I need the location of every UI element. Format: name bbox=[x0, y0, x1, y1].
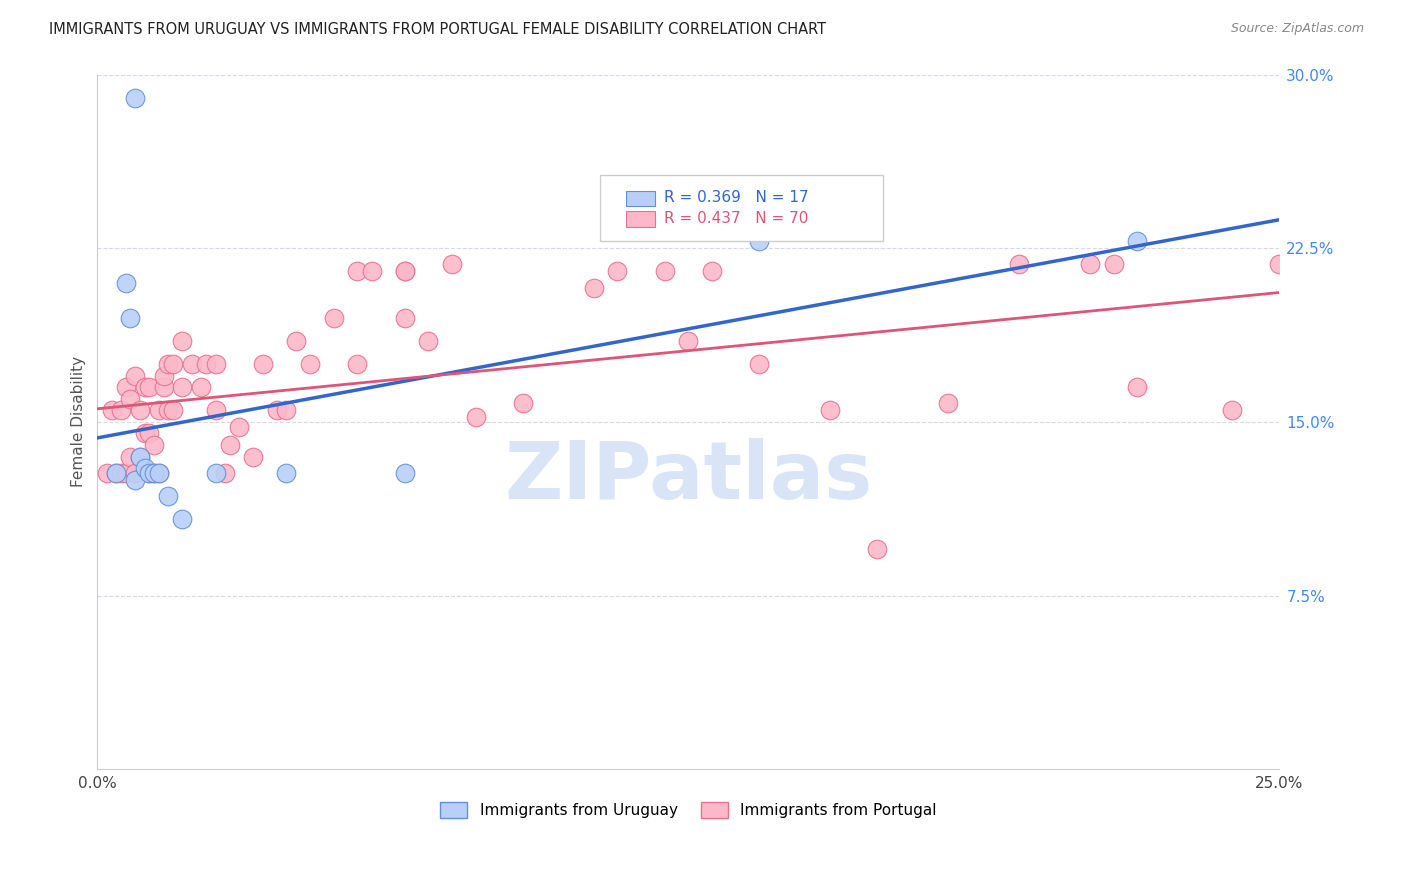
Point bbox=[346, 264, 368, 278]
Point bbox=[120, 450, 142, 464]
Point bbox=[700, 264, 723, 278]
Point bbox=[360, 264, 382, 278]
Point bbox=[138, 380, 160, 394]
Point bbox=[180, 357, 202, 371]
Point bbox=[148, 466, 170, 480]
Point bbox=[172, 380, 194, 394]
Point bbox=[110, 466, 132, 480]
Point bbox=[266, 403, 288, 417]
Point bbox=[214, 466, 236, 480]
FancyBboxPatch shape bbox=[626, 191, 655, 206]
Point bbox=[228, 419, 250, 434]
Point bbox=[394, 264, 416, 278]
Point bbox=[1126, 380, 1149, 394]
Point bbox=[606, 264, 628, 278]
Point bbox=[143, 438, 166, 452]
Point bbox=[172, 512, 194, 526]
Point bbox=[172, 334, 194, 348]
Point bbox=[190, 380, 212, 394]
Point bbox=[242, 450, 264, 464]
Point bbox=[134, 461, 156, 475]
Point bbox=[157, 357, 180, 371]
Point bbox=[204, 466, 226, 480]
Point bbox=[218, 438, 240, 452]
Point bbox=[284, 334, 307, 348]
Point bbox=[1220, 403, 1243, 417]
Point bbox=[276, 466, 298, 480]
Point bbox=[512, 396, 534, 410]
Point bbox=[105, 466, 128, 480]
Point bbox=[1078, 257, 1101, 271]
Point bbox=[464, 410, 486, 425]
Point bbox=[114, 380, 136, 394]
Point bbox=[748, 357, 770, 371]
Point bbox=[124, 91, 146, 105]
Point bbox=[124, 466, 146, 480]
Point bbox=[252, 357, 274, 371]
Point bbox=[96, 466, 118, 480]
Point bbox=[157, 403, 180, 417]
Point bbox=[114, 466, 136, 480]
Point bbox=[105, 466, 128, 480]
Point bbox=[162, 357, 184, 371]
Point bbox=[748, 234, 770, 248]
Text: IMMIGRANTS FROM URUGUAY VS IMMIGRANTS FROM PORTUGAL FEMALE DISABILITY CORRELATIO: IMMIGRANTS FROM URUGUAY VS IMMIGRANTS FR… bbox=[49, 22, 827, 37]
Point bbox=[138, 466, 160, 480]
Point bbox=[299, 357, 322, 371]
Point bbox=[1268, 257, 1291, 271]
Legend: Immigrants from Uruguay, Immigrants from Portugal: Immigrants from Uruguay, Immigrants from… bbox=[434, 796, 943, 824]
Point bbox=[129, 403, 152, 417]
Y-axis label: Female Disability: Female Disability bbox=[72, 356, 86, 487]
Point bbox=[195, 357, 218, 371]
Point bbox=[394, 466, 416, 480]
Point bbox=[418, 334, 440, 348]
Point bbox=[134, 426, 156, 441]
Point bbox=[1102, 257, 1125, 271]
Point bbox=[440, 257, 463, 271]
Point bbox=[148, 403, 170, 417]
Point bbox=[204, 357, 226, 371]
Point bbox=[322, 310, 344, 325]
Point bbox=[204, 403, 226, 417]
Point bbox=[129, 450, 152, 464]
Point bbox=[818, 403, 841, 417]
Point bbox=[152, 380, 174, 394]
Point bbox=[110, 403, 132, 417]
Text: ZIPatlas: ZIPatlas bbox=[505, 439, 873, 516]
Point bbox=[124, 368, 146, 383]
Point bbox=[148, 466, 170, 480]
Point bbox=[143, 466, 166, 480]
Point bbox=[152, 368, 174, 383]
Text: R = 0.437   N = 70: R = 0.437 N = 70 bbox=[664, 211, 808, 226]
Point bbox=[114, 276, 136, 290]
Point bbox=[394, 264, 416, 278]
Point bbox=[143, 466, 166, 480]
FancyBboxPatch shape bbox=[626, 211, 655, 227]
Point bbox=[138, 426, 160, 441]
Point bbox=[157, 489, 180, 503]
Point bbox=[129, 450, 152, 464]
Point bbox=[100, 403, 122, 417]
Point bbox=[1126, 234, 1149, 248]
Point bbox=[162, 403, 184, 417]
Point bbox=[582, 280, 605, 294]
FancyBboxPatch shape bbox=[600, 175, 883, 241]
Point bbox=[346, 357, 368, 371]
Point bbox=[120, 392, 142, 406]
Point bbox=[276, 403, 298, 417]
Point bbox=[120, 310, 142, 325]
Text: Source: ZipAtlas.com: Source: ZipAtlas.com bbox=[1230, 22, 1364, 36]
Text: R = 0.369   N = 17: R = 0.369 N = 17 bbox=[664, 190, 808, 205]
Point bbox=[654, 264, 676, 278]
Point bbox=[138, 466, 160, 480]
Point bbox=[1008, 257, 1031, 271]
Point bbox=[394, 310, 416, 325]
Point bbox=[938, 396, 960, 410]
Point bbox=[678, 334, 700, 348]
Point bbox=[134, 380, 156, 394]
Point bbox=[124, 473, 146, 487]
Point bbox=[866, 542, 889, 557]
